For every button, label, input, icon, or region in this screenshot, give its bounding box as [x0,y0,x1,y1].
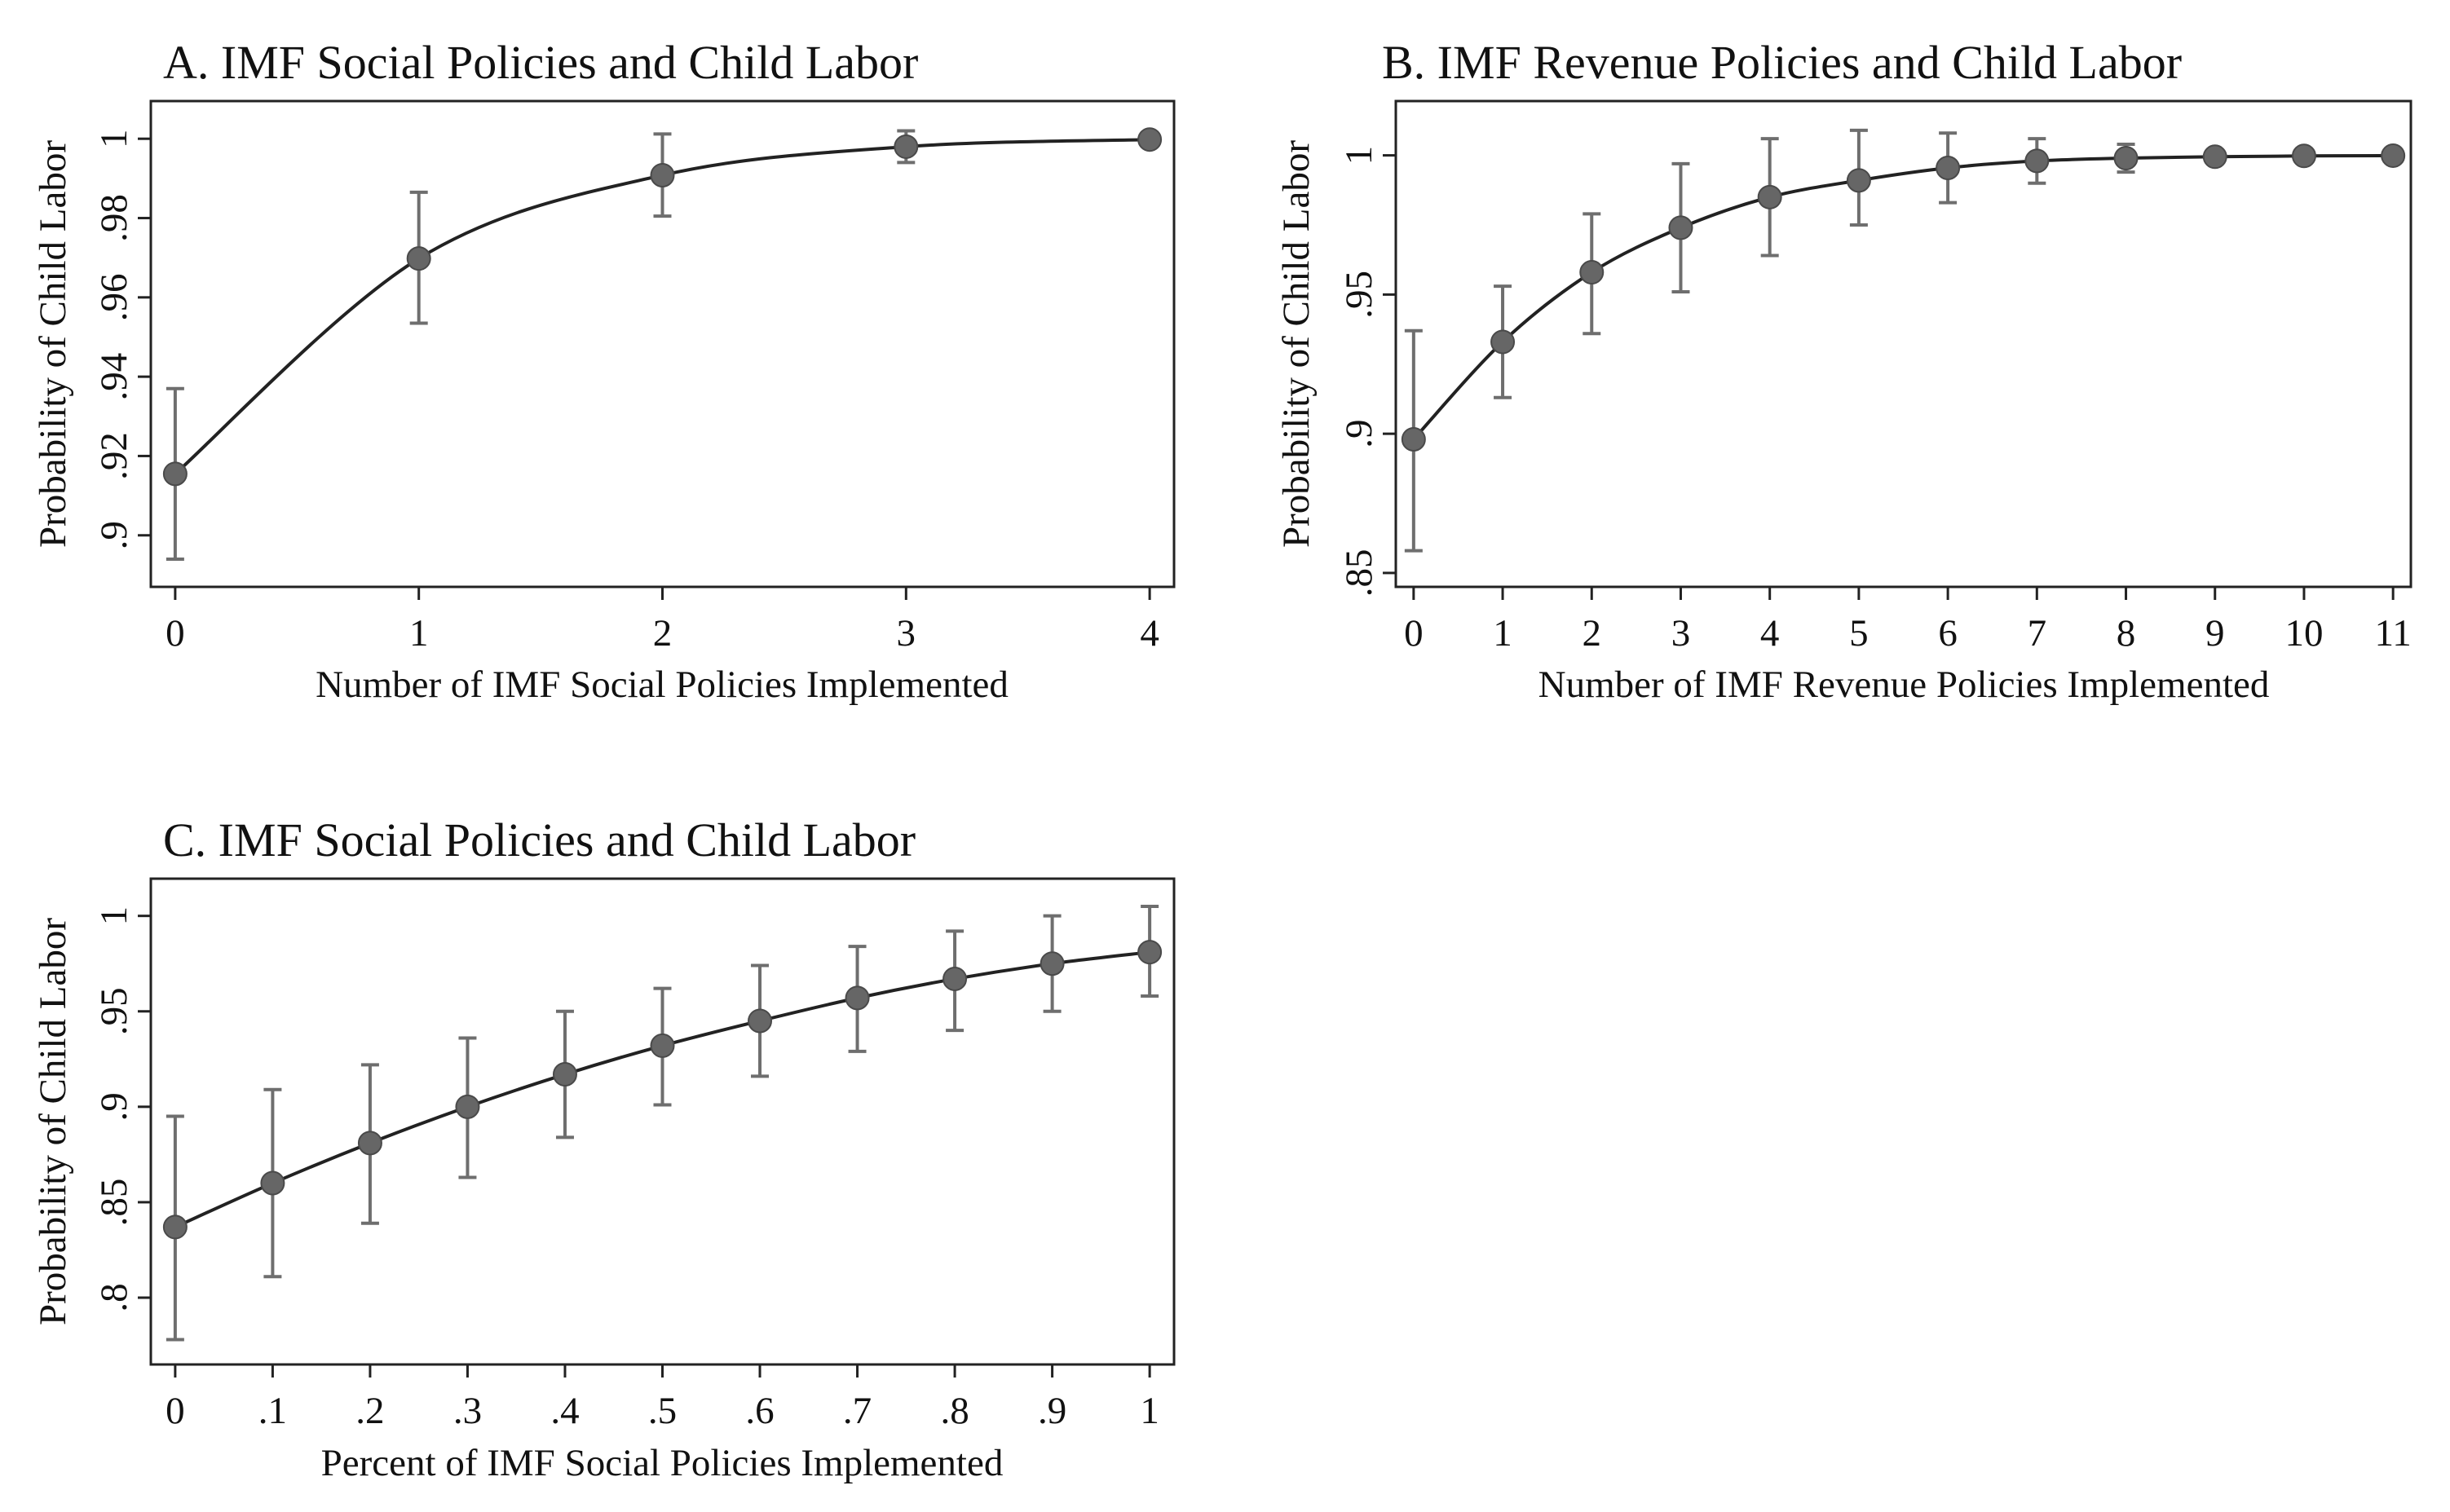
panel-a-data-point [162,461,188,487]
panel-c-data-point [357,1131,382,1156]
panel-c-y-tick-label: .8 [93,1283,135,1311]
panel-c-x-tick-label: .1 [258,1390,287,1432]
panel-b-data-point [2113,146,2139,171]
panel-b-x-tick-label: 6 [1938,612,1958,655]
panel-b-x-tick-label: 4 [1760,612,1780,655]
panel-b-x-tick-label: 1 [1493,612,1512,655]
panel-c-plot-frame [149,877,1176,1366]
panel-b-data-point [1579,260,1605,285]
panel-c-ticks: 0 .1 .2 .3 .4 .5 .6 .7 .8 .9 1 .8 .85 .9 .95 1 [93,906,1159,1432]
panel-a-y-tick-label: .96 [93,273,135,321]
panel-b-data-point [2024,148,2050,174]
panel-c-x-tick-label: .6 [745,1390,774,1432]
panel-b-x-tick-label: 0 [1404,612,1424,655]
panel-c-x-tick-label: .2 [355,1390,384,1432]
panel-b-x-tick-label: 8 [2117,612,2136,655]
panel-b-data-point [1668,215,1693,240]
panel-b-x-axis-label: Number of IMF Revenue Policies Implement… [1538,663,2270,706]
panel-a-title: A. IMF Social Policies and Child Labor [163,36,918,89]
panel-b-data-point [1757,184,1782,209]
panel-c-data-point [942,966,968,991]
panel-b-x-tick-label: 7 [2028,612,2047,655]
panel-b-ticks: 0 1 2 3 4 5 6 7 8 9 10 11 .85 .9 .95 1 [1338,146,2412,655]
panel-b-x-tick-label: 3 [1671,612,1691,655]
panel-a-x-tick-label: 1 [409,612,429,655]
panel-a-marks [162,127,1163,561]
panel-c-x-axis-label: Percent of IMF Social Policies Implement… [321,1442,1004,1484]
panel-a-x-tick-label: 3 [897,612,916,655]
panel-a-data-point [406,246,431,271]
panel-c-data-point [162,1214,188,1240]
panel-b-y-axis-label: Probability of Child Labor [1275,140,1318,548]
panel-a-y-tick-label: .9 [93,521,135,549]
panel-a-y-tick-label: .94 [93,353,135,401]
panel-c-x-tick-label: .8 [940,1390,969,1432]
panel-a: A. IMF Social Policies and Child Labor P… [32,36,1176,706]
panel-c-x-tick-label: .7 [843,1390,872,1432]
panel-c-marks [162,904,1163,1342]
panel-c-data-point [455,1094,480,1119]
panel-b-y-tick-label: 1 [1338,146,1380,165]
panel-c-data-point [1040,951,1065,976]
panel-c-y-tick-label: .9 [93,1092,135,1121]
panel-b-x-tick-label: 5 [1849,612,1869,655]
panel-c-data-point [552,1062,577,1087]
panel-b-data-point [2202,144,2227,170]
panel-b-title: B. IMF Revenue Policies and Child Labor [1382,36,2182,89]
panel-c: C. IMF Social Policies and Child Labor P… [32,813,1176,1484]
panel-b-y-tick-label: .9 [1338,420,1380,448]
panel-b: B. IMF Revenue Policies and Child Labor … [1275,36,2412,706]
panel-c-x-tick-label: 0 [166,1390,185,1432]
panel-b-x-tick-label: 10 [2284,612,2323,655]
panel-b-x-tick-label: 2 [1583,612,1602,655]
panel-c-y-tick-label: 1 [93,906,135,926]
panel-b-plot-frame [1394,99,2412,588]
panel-c-x-tick-label: .3 [453,1390,482,1432]
panel-c-y-tick-label: .95 [93,987,135,1035]
panel-b-x-tick-label: 11 [2375,612,2412,655]
panel-c-x-tick-label: .4 [550,1390,579,1432]
panel-c-x-tick-label: 1 [1140,1390,1159,1432]
panel-b-x-tick-label: 9 [2205,612,2225,655]
panel-a-data-point [650,162,675,187]
panel-c-data-point [748,1008,773,1034]
panel-a-ticks: 0 1 2 3 4 .9 .92 .94 .96 .98 1 [93,129,1159,655]
panel-b-data-point [2381,143,2406,168]
panel-a-x-axis-label: Number of IMF Social Policies Implemente… [316,663,1009,706]
panel-a-x-tick-label: 2 [653,612,673,655]
panel-a-y-tick-label: 1 [93,129,135,148]
panel-a-data-point [894,134,919,159]
panel-c-y-axis-label: Probability of Child Labor [32,918,74,1325]
panel-b-data-point [1936,155,1961,180]
panel-a-y-tick-label: .92 [93,432,135,480]
panel-b-data-point [1490,329,1516,355]
panel-c-x-tick-label: .9 [1038,1390,1066,1432]
panel-a-y-tick-label: .98 [93,194,135,242]
panel-c-title: C. IMF Social Policies and Child Labor [163,813,916,866]
panel-b-data-point [2291,143,2316,169]
panel-c-data-point [650,1033,675,1058]
panel-c-data-point [1137,940,1163,965]
panel-c-data-point [845,985,870,1011]
panel-a-x-tick-label: 4 [1140,612,1159,655]
panel-c-y-tick-label: .85 [93,1179,135,1227]
panel-b-data-point [1401,426,1426,452]
panel-b-y-tick-label: .95 [1338,271,1380,319]
panel-b-data-point [1846,168,1871,193]
panel-b-marks [1401,128,2406,553]
panel-a-y-axis-label: Probability of Child Labor [32,140,74,548]
panel-c-x-tick-label: .5 [648,1390,677,1432]
panel-b-y-tick-label: .85 [1338,549,1380,597]
panel-a-x-tick-label: 0 [166,612,185,655]
panel-c-data-point [260,1170,285,1196]
panel-a-data-point [1137,127,1163,152]
